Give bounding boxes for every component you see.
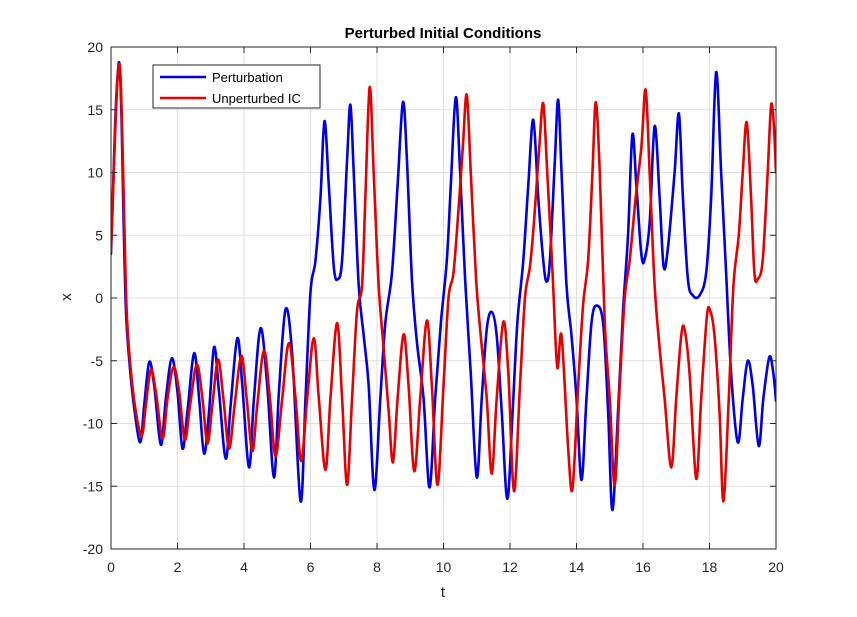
x-tick-label: 4 <box>240 559 248 575</box>
chart-title: Perturbed Initial Conditions <box>345 25 542 42</box>
y-tick-label: -5 <box>91 353 104 369</box>
y-tick-label: 0 <box>95 290 103 306</box>
x-tick-label: 6 <box>307 559 315 575</box>
x-tick-label: 16 <box>635 559 651 575</box>
series-line-perturbation <box>111 61 776 512</box>
y-axis-label: x <box>58 293 75 301</box>
x-tick-label: 8 <box>373 559 381 575</box>
x-tick-label: 20 <box>768 559 784 575</box>
y-tick-label: 20 <box>87 39 103 55</box>
y-tick-label: 15 <box>87 102 103 118</box>
y-tick-label: -10 <box>83 416 103 432</box>
series-line-unperturbed-ic <box>111 62 776 503</box>
x-tick-label: 18 <box>702 559 718 575</box>
legend-label-unperturbed-ic: Unperturbed IC <box>212 91 301 106</box>
x-tick-label: 2 <box>174 559 182 575</box>
x-tick-label: 10 <box>436 559 452 575</box>
x-tick-label: 14 <box>569 559 585 575</box>
y-tick-label: -15 <box>83 478 103 494</box>
legend-box <box>152 64 321 109</box>
x-tick-label: 0 <box>107 559 115 575</box>
legend: Perturbation Unperturbed IC <box>152 64 321 109</box>
series-layer <box>111 61 776 512</box>
axis-ticks: 0 2 4 6 8 10 12 14 16 18 20 -20 -15 -10 -5 0 5 10 15 20 <box>83 39 784 575</box>
legend-label-perturbation: Perturbation <box>212 70 283 85</box>
x-axis-label: t <box>441 584 446 601</box>
x-tick-label: 12 <box>502 559 518 575</box>
y-tick-label: 10 <box>87 165 103 181</box>
y-tick-label: -20 <box>83 541 103 557</box>
y-tick-label: 5 <box>95 227 103 243</box>
